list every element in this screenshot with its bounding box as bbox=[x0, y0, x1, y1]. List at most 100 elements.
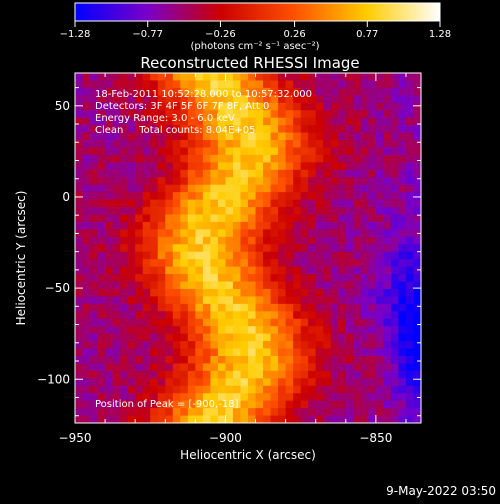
heatmap-cell bbox=[232, 207, 242, 216]
heatmap-cell bbox=[263, 281, 272, 290]
heatmap-cell bbox=[375, 95, 384, 104]
heatmap-cell bbox=[353, 154, 362, 163]
heatmap-cell bbox=[323, 288, 332, 298]
heatmap-cell bbox=[413, 251, 421, 260]
heatmap-cell bbox=[293, 311, 302, 320]
heatmap-cell bbox=[345, 281, 354, 290]
heatmap-cell bbox=[338, 318, 347, 327]
heatmap-cell bbox=[180, 154, 189, 163]
heatmap-cell bbox=[338, 415, 347, 423]
heatmap-cell bbox=[413, 333, 421, 342]
heatmap-cell bbox=[82, 140, 91, 149]
heatmap-cell bbox=[413, 132, 421, 141]
heatmap-cell bbox=[323, 244, 332, 253]
heatmap-cell bbox=[97, 244, 106, 253]
heatmap-cell bbox=[308, 199, 317, 208]
heatmap-cell bbox=[165, 184, 174, 193]
heatmap-cell bbox=[210, 80, 219, 89]
heatmap-cell bbox=[308, 393, 317, 402]
heatmap-cell bbox=[360, 154, 369, 163]
heatmap-cell bbox=[368, 251, 377, 260]
heatmap-cell bbox=[398, 162, 407, 171]
heatmap-cell bbox=[135, 192, 144, 201]
heatmap-cell bbox=[120, 132, 129, 141]
heatmap-cell bbox=[75, 341, 84, 350]
heatmap-cell bbox=[225, 274, 234, 283]
heatmap-cell bbox=[165, 110, 174, 119]
heatmap-cell bbox=[345, 415, 354, 423]
heatmap-cell bbox=[368, 311, 377, 320]
heatmap-cell bbox=[285, 281, 294, 290]
heatmap-cell bbox=[112, 177, 121, 186]
heatmap-cell bbox=[217, 229, 227, 238]
heatmap-cell bbox=[330, 214, 339, 223]
heatmap-cell bbox=[82, 154, 91, 163]
heatmap-cell bbox=[368, 95, 377, 104]
heatmap-cell bbox=[135, 393, 144, 402]
heatmap-cell bbox=[225, 303, 234, 312]
heatmap-cell bbox=[232, 102, 242, 111]
heatmap-cell bbox=[383, 192, 392, 201]
heatmap-cell bbox=[345, 80, 354, 89]
heatmap-cell bbox=[293, 147, 302, 156]
heatmap-cell bbox=[375, 281, 384, 290]
heatmap-cell bbox=[232, 110, 242, 119]
heatmap-cell bbox=[90, 296, 99, 305]
heatmap-cell bbox=[300, 140, 309, 149]
heatmap-cell bbox=[405, 251, 415, 260]
heatmap-cell bbox=[353, 229, 362, 238]
heatmap-cell bbox=[383, 169, 392, 178]
heatmap-cell bbox=[323, 73, 332, 82]
heatmap-cell bbox=[97, 140, 106, 149]
heatmap-cell bbox=[375, 385, 384, 394]
heatmap-cell bbox=[135, 154, 144, 163]
heatmap-cell bbox=[120, 311, 129, 320]
heatmap-cell bbox=[330, 415, 339, 423]
heatmap-cell bbox=[248, 125, 257, 134]
heatmap-cell bbox=[225, 80, 234, 89]
heatmap-cell bbox=[225, 385, 234, 394]
heatmap-cell bbox=[210, 363, 219, 372]
heatmap-cell bbox=[225, 192, 234, 201]
heatmap-cell bbox=[135, 378, 144, 387]
heatmap-cell bbox=[323, 154, 332, 163]
heatmap-cell bbox=[390, 184, 400, 193]
heatmap-cell bbox=[293, 169, 302, 178]
heatmap-cell bbox=[217, 132, 227, 141]
heatmap-cell bbox=[232, 80, 242, 89]
heatmap-cell bbox=[142, 221, 151, 230]
heatmap-cell bbox=[330, 400, 339, 409]
heatmap-cell bbox=[308, 244, 317, 253]
heatmap-cell bbox=[157, 259, 166, 268]
heatmap-cell bbox=[315, 318, 324, 327]
heatmap-cell bbox=[210, 147, 219, 156]
heatmap-cell bbox=[120, 244, 129, 253]
heatmap-cell bbox=[135, 140, 144, 149]
heatmap-cell bbox=[112, 162, 121, 171]
heatmap-cell bbox=[105, 184, 114, 193]
heatmap-cell bbox=[270, 355, 279, 365]
heatmap-cell bbox=[270, 378, 279, 387]
heatmap-cell bbox=[308, 355, 317, 365]
heatmap-cell bbox=[255, 117, 264, 126]
heatmap-cell bbox=[240, 326, 249, 335]
heatmap-cell bbox=[413, 318, 421, 327]
heatmap-cell bbox=[278, 154, 287, 163]
heatmap-cell bbox=[240, 73, 249, 82]
heatmap-cell bbox=[300, 393, 309, 402]
heatmap-cell bbox=[150, 274, 159, 283]
heatmap-cell bbox=[308, 184, 317, 193]
heatmap-cell bbox=[270, 259, 279, 268]
heatmap-cell bbox=[360, 266, 369, 275]
heatmap-cell bbox=[390, 147, 400, 156]
heatmap-cell bbox=[225, 87, 234, 96]
heatmap-cell bbox=[127, 326, 136, 335]
heatmap-cell bbox=[278, 140, 287, 149]
heatmap-cell bbox=[105, 95, 114, 104]
heatmap-cell bbox=[217, 87, 227, 96]
heatmap-cell bbox=[232, 199, 242, 208]
heatmap-cell bbox=[240, 110, 249, 119]
heatmap-cell bbox=[120, 415, 129, 423]
heatmap-cell bbox=[330, 169, 339, 178]
heatmap-cell bbox=[75, 378, 84, 387]
